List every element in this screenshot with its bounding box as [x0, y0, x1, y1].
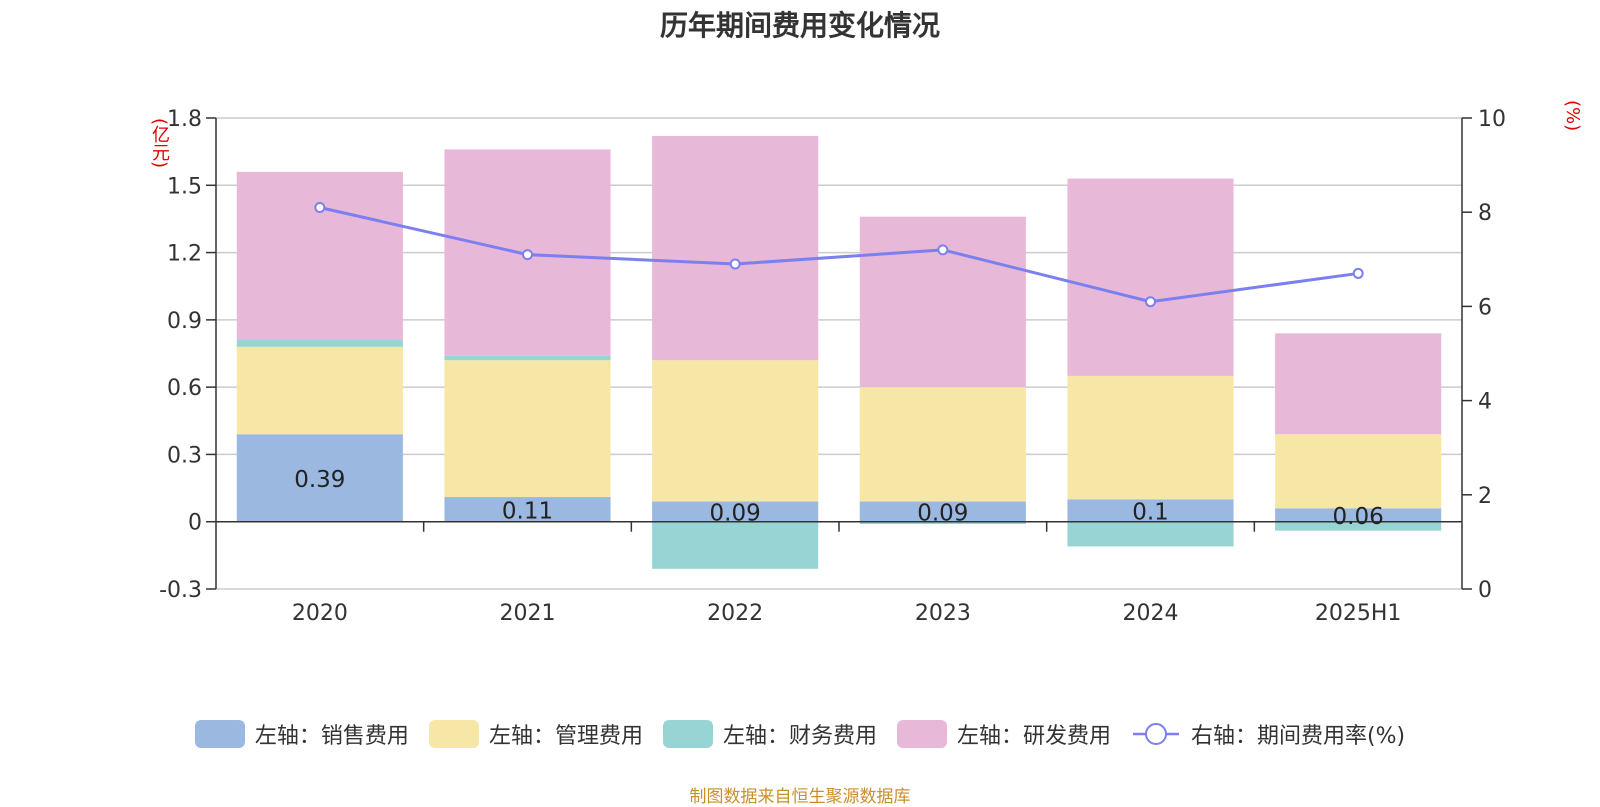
left-axis-tick-label: -0.3 [159, 578, 202, 603]
bar-0-2020 [236, 434, 403, 522]
left-axis-tick-label: 0.6 [167, 376, 202, 401]
bar-0-2025H1 [1275, 508, 1442, 522]
rate-point-2021 [522, 249, 533, 261]
bar-0-2022 [652, 501, 819, 522]
bar-2-2025H1 [1275, 521, 1442, 531]
legend-label: 左轴：财务费用 [722, 724, 877, 749]
data-label: 0.06 [1333, 504, 1384, 530]
x-axis-tick-label: 2021 [500, 601, 556, 626]
bar-0-2023 [859, 501, 1026, 522]
rate-line [319, 206, 1359, 304]
legend-label: 左轴：管理费用 [488, 724, 643, 749]
legend-item[interactable]: 右轴：期间费用率(%) [1131, 718, 1405, 750]
bar-3-2025H1 [1275, 333, 1442, 435]
bar-1-2024 [1067, 375, 1234, 500]
bar-1-2020 [236, 346, 403, 435]
bar-1-2021 [444, 360, 611, 498]
left-axis-tick-label: 0 [188, 511, 202, 536]
x-axis-tick-label: 2023 [915, 601, 971, 626]
right-axis-unit: (%) [1562, 100, 1583, 132]
x-axis-tick-label: 2020 [292, 601, 348, 626]
legend-label: 左轴：研发费用 [956, 724, 1111, 749]
legend-item[interactable]: 左轴：研发费用 [896, 718, 1111, 750]
rate-point-2022 [729, 258, 741, 270]
legend-swatch [896, 720, 947, 748]
source-note: 制图数据来自恒生聚源数据库 [689, 787, 911, 807]
bar-1-2025H1 [1275, 434, 1442, 509]
bar-2-2020 [236, 340, 403, 347]
legend-line-icon [1132, 723, 1179, 745]
left-axis-tick-label: 0.3 [167, 443, 202, 468]
bar-2-2023 [859, 521, 1026, 524]
rate-point-2020 [314, 201, 326, 213]
x-axis-tick-label: 2022 [707, 601, 763, 626]
rate-point-2023 [937, 244, 949, 256]
legend-label: 右轴：期间费用率(%) [1190, 724, 1406, 749]
bar-3-2024 [1067, 178, 1234, 376]
left-axis-tick-label: 1.8 [167, 107, 202, 132]
left-axis-tick-label: 0.9 [167, 309, 202, 334]
legend-label: 左轴：销售费用 [254, 724, 409, 749]
right-axis-tick-label: 10 [1478, 107, 1506, 132]
bar-1-2022 [652, 360, 819, 502]
legend-item[interactable]: 左轴：销售费用 [194, 718, 409, 750]
left-axis-tick-label: 1.5 [167, 174, 202, 199]
data-label: 0.11 [502, 498, 553, 524]
right-axis-tick-label: 0 [1478, 578, 1492, 603]
left-axis-unit: (亿元) [149, 118, 170, 169]
legend-item[interactable]: 左轴：财务费用 [662, 718, 877, 750]
legend-item[interactable]: 左轴：管理费用 [428, 718, 643, 750]
bar-3-2022 [652, 135, 819, 361]
chart-plot: -0.3 0 0.3 0.6 0.9 1.2 1.5 1.8 0 2 4 6 8 10 0.39 0.11 0.… [159, 107, 1506, 626]
bar-3-2020 [236, 171, 403, 341]
legend-swatch [194, 720, 245, 748]
right-axis-tick-label: 6 [1478, 295, 1492, 320]
bar-1-2023 [859, 387, 1026, 502]
bar-0-2021 [444, 497, 611, 522]
x-axis-tick-label: 2024 [1123, 601, 1179, 626]
bar-2-2022 [652, 521, 819, 569]
legend-swatch [428, 720, 479, 748]
data-label: 0.09 [710, 501, 761, 527]
chart-title: 历年期间费用变化情况 [659, 9, 940, 42]
bar-2-2021 [444, 355, 611, 361]
chart-legend: 左轴：销售费用 左轴：管理费用 左轴：财务费用 左轴：研发费用 右轴：期间费用率(%) [0, 718, 1600, 750]
right-axis-tick-label: 8 [1478, 201, 1492, 226]
rate-point-2024 [1145, 296, 1156, 308]
right-axis-tick-label: 2 [1478, 484, 1492, 509]
rate-point-2025H1 [1352, 267, 1364, 279]
bar-0-2024 [1067, 499, 1234, 522]
right-axis-tick-label: 4 [1478, 390, 1492, 415]
data-label: 0.1 [1132, 500, 1169, 526]
legend-swatch [662, 720, 713, 748]
data-label: 0.39 [294, 467, 345, 493]
left-axis-tick-label: 1.2 [167, 242, 202, 267]
bar-2-2024 [1067, 521, 1234, 547]
x-axis-tick-label: 2025H1 [1315, 601, 1402, 626]
data-label: 0.09 [917, 501, 968, 527]
bar-3-2023 [859, 216, 1026, 388]
